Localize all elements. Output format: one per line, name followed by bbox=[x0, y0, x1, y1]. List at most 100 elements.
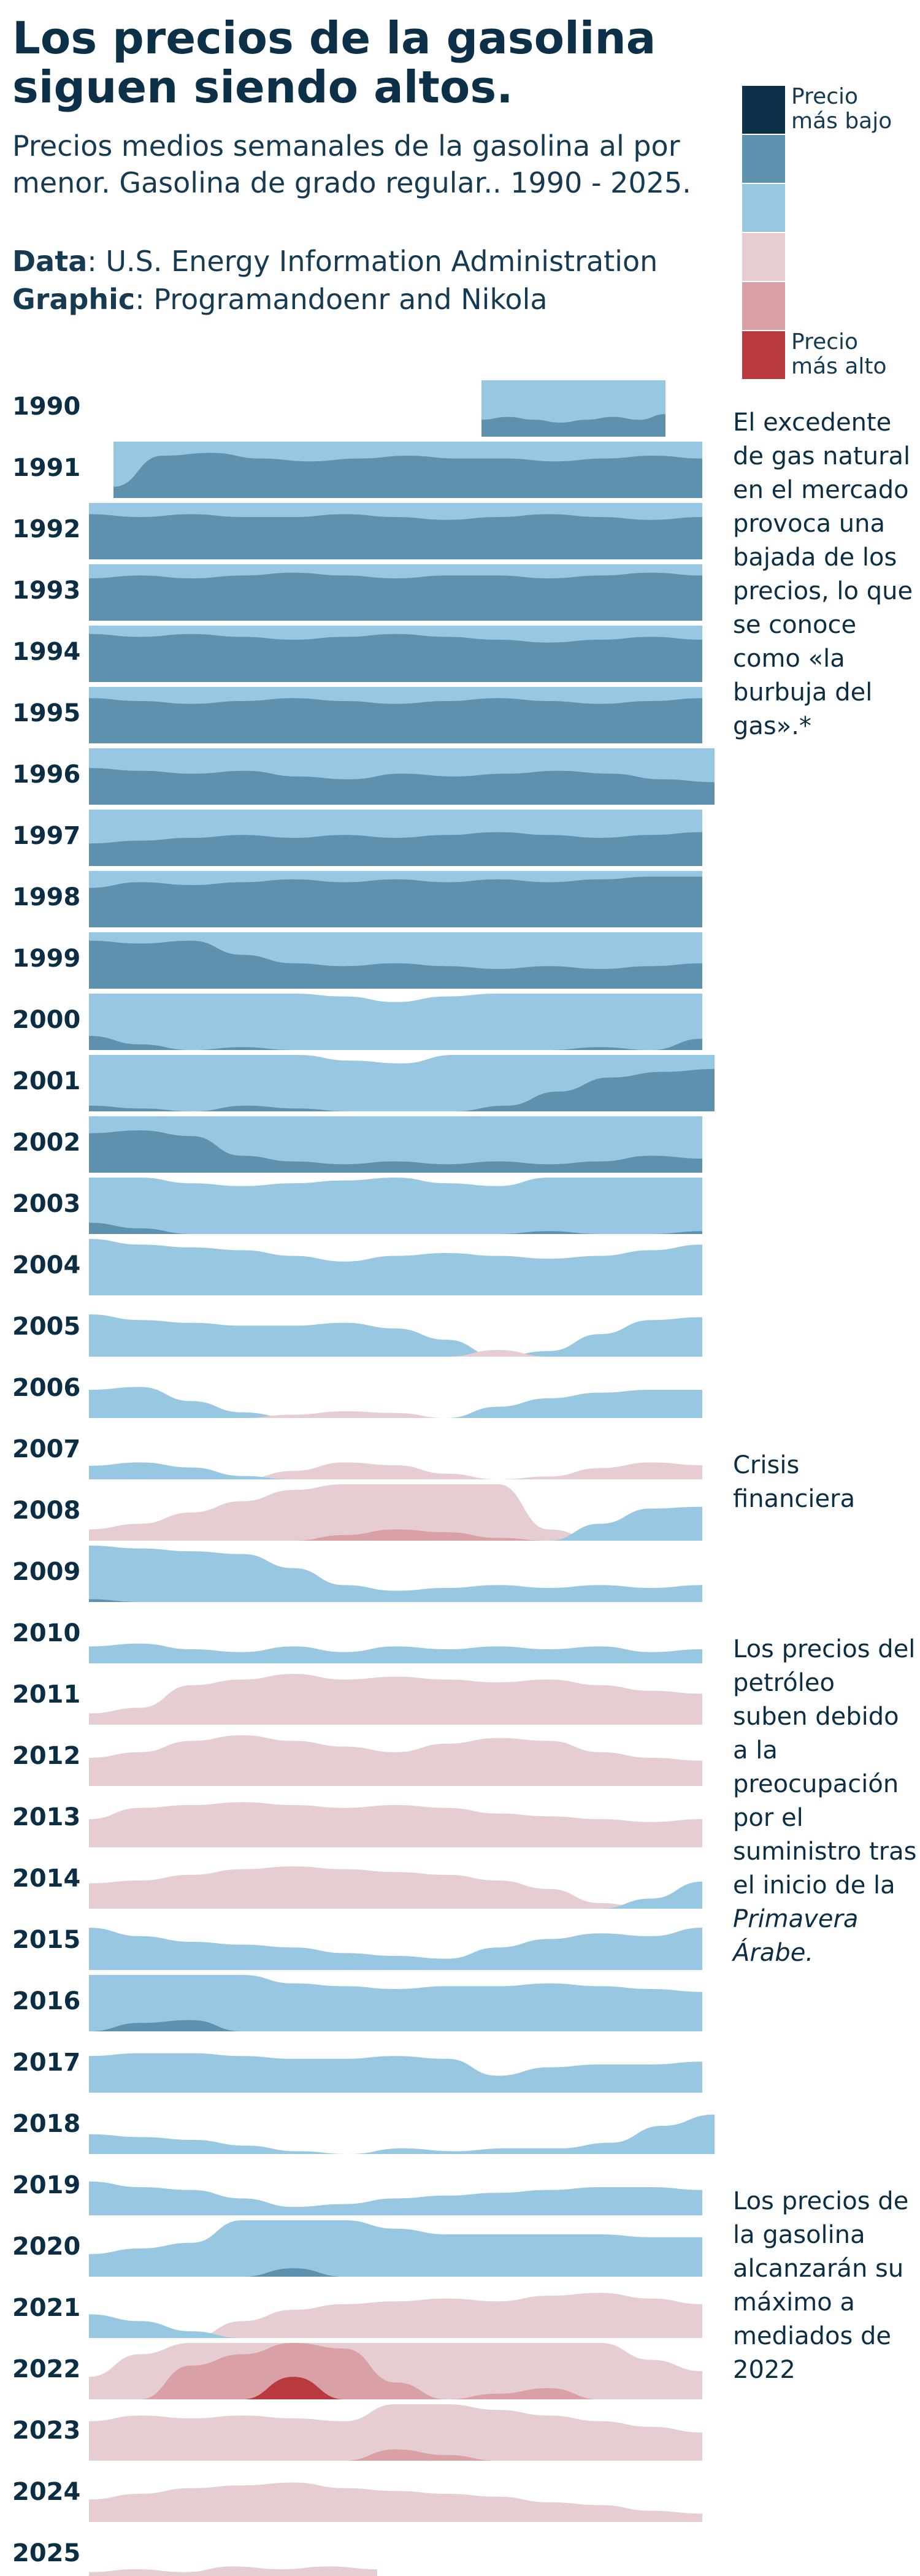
band-layer-2022-1 bbox=[89, 2343, 702, 2399]
band-layer-2020-0 bbox=[89, 2220, 702, 2277]
year-band-2021 bbox=[89, 2293, 702, 2338]
band-layer-2008-0 bbox=[89, 1484, 702, 1541]
source-value: : U.S. Energy Information Administration bbox=[87, 245, 658, 278]
year-band-2025 bbox=[89, 2566, 377, 2576]
year-label-2009: 2009 bbox=[12, 1558, 81, 1586]
year-label-2000: 2000 bbox=[12, 1006, 81, 1034]
year-label-2013: 2013 bbox=[12, 1803, 81, 1831]
year-label-1993: 1993 bbox=[12, 577, 81, 605]
year-label-1997: 1997 bbox=[12, 822, 81, 850]
band-opposite-2008 bbox=[89, 1506, 702, 1541]
band-layer-1998-1 bbox=[89, 876, 702, 927]
annotation-italic-2: Primavera Árabe. bbox=[733, 1905, 859, 1967]
band-layer-2013-0 bbox=[89, 1802, 702, 1847]
year-label-2025: 2025 bbox=[12, 2539, 81, 2567]
band-layer-2003-0 bbox=[89, 1178, 702, 1234]
year-band-2014 bbox=[89, 1866, 702, 1909]
band-layer-1995-1 bbox=[89, 698, 702, 743]
year-band-1991 bbox=[113, 442, 702, 498]
band-layer-2000-0 bbox=[89, 994, 702, 1050]
year-label-1994: 1994 bbox=[12, 638, 81, 666]
band-layer-2023-0 bbox=[89, 2404, 702, 2461]
year-band-2012 bbox=[89, 1735, 702, 1786]
year-label-1999: 1999 bbox=[12, 945, 81, 973]
year-label-2004: 2004 bbox=[12, 1251, 81, 1279]
year-band-1994 bbox=[89, 626, 702, 682]
annotation-text-3: Los precios de la gasolina alcanzarán su… bbox=[733, 2187, 909, 2384]
year-band-2006 bbox=[89, 1387, 702, 1418]
band-opposite-2007 bbox=[89, 1462, 702, 1479]
band-opposite-2014 bbox=[89, 1881, 702, 1909]
band-layer-2004-0 bbox=[89, 1239, 702, 1295]
chart-subtitle: Precios medios semanales de la gasolina … bbox=[12, 129, 691, 199]
band-layer-1999-1 bbox=[89, 940, 702, 989]
year-band-1999 bbox=[89, 932, 702, 989]
year-label-2021: 2021 bbox=[12, 2294, 81, 2322]
band-layer-2015-0 bbox=[89, 1928, 702, 1970]
year-band-1997 bbox=[89, 810, 702, 866]
year-band-2013 bbox=[89, 1802, 702, 1847]
year-label-2019: 2019 bbox=[12, 2171, 81, 2199]
band-layer-2003-1 bbox=[89, 1222, 702, 1234]
year-label-1995: 1995 bbox=[12, 699, 81, 727]
year-band-2016 bbox=[89, 1975, 702, 2031]
year-label-2002: 2002 bbox=[12, 1129, 81, 1157]
year-label-1992: 1992 bbox=[12, 515, 81, 543]
band-layer-2001-1 bbox=[89, 1069, 715, 1111]
year-band-2001 bbox=[89, 1055, 715, 1111]
year-band-1995 bbox=[89, 687, 702, 743]
band-layer-2018-0 bbox=[89, 2114, 715, 2154]
band-layer-1997-1 bbox=[89, 832, 702, 866]
year-band-2020 bbox=[89, 2220, 702, 2277]
year-label-2018: 2018 bbox=[12, 2110, 81, 2138]
band-layer-2021-0 bbox=[89, 2293, 702, 2338]
legend-swatch-1 bbox=[742, 135, 785, 183]
year-label-1998: 1998 bbox=[12, 883, 81, 911]
year-label-2005: 2005 bbox=[12, 1313, 81, 1341]
year-label-1990: 1990 bbox=[12, 393, 81, 421]
year-label-2024: 2024 bbox=[12, 2478, 81, 2506]
legend-swatch-0 bbox=[742, 86, 785, 134]
year-band-1992 bbox=[89, 503, 702, 559]
year-label-2023: 2023 bbox=[12, 2417, 81, 2445]
legend-swatch-3 bbox=[742, 233, 785, 281]
band-layer-2006-0 bbox=[89, 1387, 702, 1418]
source-line: Data: U.S. Energy Information Administra… bbox=[12, 243, 657, 280]
year-band-2017 bbox=[89, 2053, 702, 2093]
year-label-2017: 2017 bbox=[12, 2049, 81, 2077]
year-label-2006: 2006 bbox=[12, 1374, 81, 1402]
annotation-0: El excedente de gas natural en el mercad… bbox=[733, 406, 917, 743]
annotation-2: Los precios del petróleo suben debido a … bbox=[733, 1633, 917, 1970]
year-band-2003 bbox=[89, 1178, 702, 1234]
band-layer-1994-1 bbox=[89, 634, 702, 682]
band-opposite-2006 bbox=[89, 1411, 702, 1418]
year-label-2011: 2011 bbox=[12, 1681, 81, 1709]
credit-value: : Programandoenr and Nikola bbox=[135, 283, 548, 316]
year-band-2015 bbox=[89, 1928, 702, 1970]
year-band-2005 bbox=[89, 1314, 702, 1357]
band-layer-2007-0 bbox=[89, 1462, 702, 1479]
year-label-2012: 2012 bbox=[12, 1742, 81, 1770]
band-layer-2010-0 bbox=[89, 1643, 702, 1663]
year-label-2016: 2016 bbox=[12, 1987, 81, 2015]
band-layer-1996-1 bbox=[89, 768, 715, 805]
year-band-2004 bbox=[89, 1239, 702, 1295]
band-layer-1992-1 bbox=[89, 514, 702, 559]
year-label-2022: 2022 bbox=[12, 2355, 81, 2383]
band-layer-1993-1 bbox=[89, 572, 702, 621]
year-label-2015: 2015 bbox=[12, 1926, 81, 1954]
band-opposite-2021 bbox=[89, 2314, 702, 2338]
year-band-2023 bbox=[89, 2404, 702, 2461]
year-band-2000 bbox=[89, 994, 702, 1050]
band-layer-2014-0 bbox=[89, 1866, 702, 1909]
year-label-2014: 2014 bbox=[12, 1865, 81, 1893]
year-band-2010 bbox=[89, 1643, 702, 1663]
legend-swatch-4 bbox=[742, 282, 785, 330]
annotation-text-0: El excedente de gas natural en el mercad… bbox=[733, 408, 913, 740]
year-band-2002 bbox=[89, 1116, 702, 1173]
band-layer-2009-0 bbox=[89, 1546, 702, 1602]
band-layer-2016-0 bbox=[89, 1975, 702, 2031]
band-layer-2016-1 bbox=[89, 2020, 702, 2031]
year-label-1991: 1991 bbox=[12, 454, 81, 482]
